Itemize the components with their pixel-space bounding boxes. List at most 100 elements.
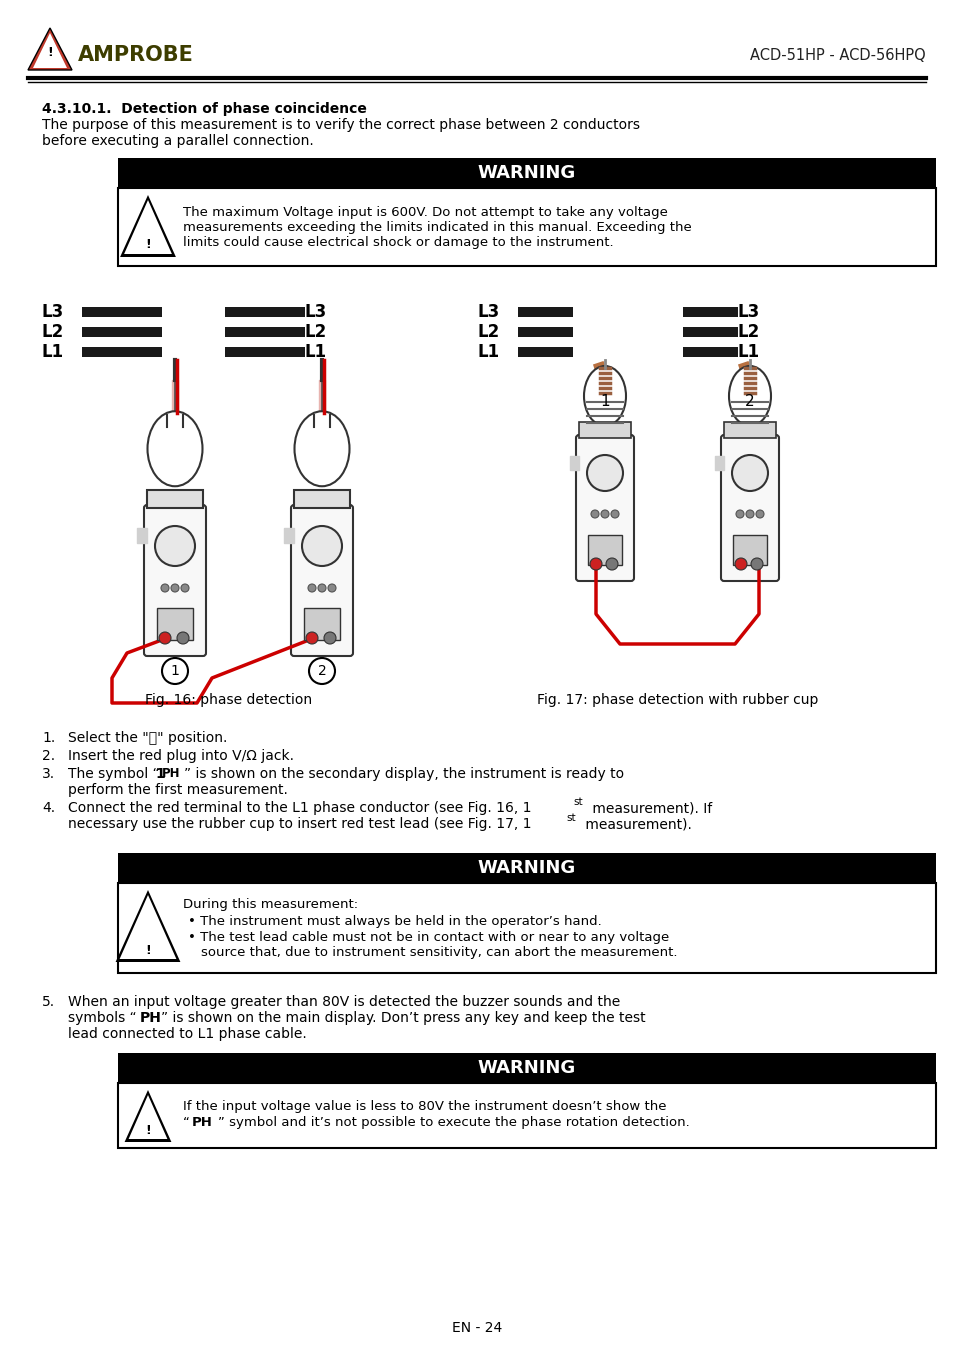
- Bar: [118, 158, 935, 188]
- Text: WARNING: WARNING: [477, 859, 576, 877]
- Text: ACD-51HP - ACD-56HPQ: ACD-51HP - ACD-56HPQ: [749, 47, 925, 62]
- FancyBboxPatch shape: [144, 505, 206, 657]
- Text: If the input voltage value is less to 80V the instrument doesn’t show the: If the input voltage value is less to 80…: [183, 1100, 666, 1113]
- Text: PH: PH: [162, 767, 180, 780]
- Bar: [732, 535, 766, 565]
- Ellipse shape: [294, 411, 349, 486]
- Bar: [225, 347, 305, 357]
- Polygon shape: [28, 28, 71, 70]
- Text: The symbol “: The symbol “: [68, 767, 159, 781]
- Circle shape: [306, 632, 317, 644]
- Polygon shape: [33, 32, 67, 68]
- Text: 2: 2: [744, 393, 754, 408]
- Bar: [118, 1084, 935, 1148]
- Text: measurements exceeding the limits indicated in this manual. Exceeding the: measurements exceeding the limits indica…: [183, 222, 691, 234]
- Bar: [225, 307, 305, 317]
- Text: L3: L3: [305, 303, 327, 322]
- Text: PH: PH: [140, 1011, 162, 1025]
- Text: before executing a parallel connection.: before executing a parallel connection.: [42, 134, 314, 149]
- Text: • The test lead cable must not be in contact with or near to any voltage: • The test lead cable must not be in con…: [188, 931, 669, 944]
- Circle shape: [317, 584, 326, 592]
- Ellipse shape: [728, 366, 770, 426]
- Text: Connect the red terminal to the L1 phase conductor (see Fig. 16, 1: Connect the red terminal to the L1 phase…: [68, 801, 531, 815]
- Bar: [682, 307, 738, 317]
- Polygon shape: [129, 1096, 167, 1139]
- Text: EN - 24: EN - 24: [452, 1321, 501, 1335]
- Bar: [82, 327, 162, 336]
- Text: 2.: 2.: [42, 748, 55, 763]
- Text: symbols “: symbols “: [68, 1011, 136, 1025]
- Text: st: st: [565, 813, 575, 823]
- Text: L2: L2: [738, 323, 760, 340]
- Text: 1: 1: [599, 393, 609, 408]
- Text: ” symbol and it’s not possible to execute the phase rotation detection.: ” symbol and it’s not possible to execut…: [218, 1116, 689, 1129]
- Circle shape: [750, 558, 762, 570]
- Bar: [157, 608, 193, 640]
- Text: ” is shown on the secondary display, the instrument is ready to: ” is shown on the secondary display, the…: [184, 767, 623, 781]
- Circle shape: [734, 558, 746, 570]
- Ellipse shape: [148, 411, 202, 486]
- Bar: [682, 327, 738, 336]
- Text: L3: L3: [42, 303, 64, 322]
- Text: !: !: [145, 943, 151, 957]
- Text: L3: L3: [738, 303, 760, 322]
- Bar: [118, 884, 935, 973]
- Circle shape: [324, 632, 335, 644]
- Circle shape: [309, 658, 335, 684]
- Circle shape: [610, 509, 618, 517]
- Text: L3: L3: [477, 303, 499, 322]
- Text: 2: 2: [317, 663, 326, 678]
- Text: L1: L1: [42, 343, 64, 361]
- Text: “: “: [183, 1116, 190, 1129]
- Circle shape: [159, 632, 171, 644]
- Circle shape: [154, 526, 194, 566]
- Circle shape: [308, 584, 315, 592]
- Text: 3.: 3.: [42, 767, 55, 781]
- Text: 4.: 4.: [42, 801, 55, 815]
- Polygon shape: [119, 894, 176, 959]
- Bar: [578, 422, 630, 438]
- Text: During this measurement:: During this measurement:: [183, 898, 357, 911]
- Text: The purpose of this measurement is to verify the correct phase between 2 conduct: The purpose of this measurement is to ve…: [42, 118, 639, 132]
- Circle shape: [302, 526, 341, 566]
- Circle shape: [177, 632, 189, 644]
- Bar: [82, 347, 162, 357]
- Text: L1: L1: [305, 343, 327, 361]
- Bar: [723, 422, 775, 438]
- Text: 1.: 1.: [42, 731, 55, 744]
- Text: limits could cause electrical shock or damage to the instrument.: limits could cause electrical shock or d…: [183, 236, 613, 249]
- Circle shape: [161, 584, 169, 592]
- FancyBboxPatch shape: [720, 435, 779, 581]
- Text: Select the "⎙" position.: Select the "⎙" position.: [68, 731, 227, 744]
- Polygon shape: [125, 1090, 172, 1142]
- Text: !: !: [145, 239, 151, 251]
- Bar: [517, 307, 573, 317]
- Text: AMPROBE: AMPROBE: [78, 45, 193, 65]
- Polygon shape: [124, 200, 172, 254]
- FancyBboxPatch shape: [576, 435, 634, 581]
- Circle shape: [181, 584, 189, 592]
- Bar: [304, 608, 339, 640]
- Circle shape: [162, 658, 188, 684]
- Bar: [118, 188, 935, 266]
- Text: L2: L2: [42, 323, 64, 340]
- Circle shape: [745, 509, 753, 517]
- Circle shape: [171, 584, 179, 592]
- Text: lead connected to L1 phase cable.: lead connected to L1 phase cable.: [68, 1027, 307, 1042]
- Text: necessary use the rubber cup to insert red test lead (see Fig. 17, 1: necessary use the rubber cup to insert r…: [68, 817, 531, 831]
- Text: WARNING: WARNING: [477, 163, 576, 182]
- Text: !: !: [47, 46, 52, 58]
- Bar: [82, 307, 162, 317]
- Bar: [225, 327, 305, 336]
- Ellipse shape: [583, 366, 625, 426]
- Text: st: st: [573, 797, 582, 807]
- Text: ” is shown on the main display. Don’t press any key and keep the test: ” is shown on the main display. Don’t pr…: [161, 1011, 645, 1025]
- Text: 1: 1: [171, 663, 179, 678]
- Circle shape: [605, 558, 618, 570]
- Text: measurement).: measurement).: [580, 817, 691, 831]
- Text: 1: 1: [154, 767, 165, 781]
- Bar: [118, 852, 935, 884]
- Text: Insert the red plug into V/Ω jack.: Insert the red plug into V/Ω jack.: [68, 748, 294, 763]
- Bar: [118, 1052, 935, 1084]
- Text: source that, due to instrument sensitivity, can abort the measurement.: source that, due to instrument sensitivi…: [201, 946, 677, 959]
